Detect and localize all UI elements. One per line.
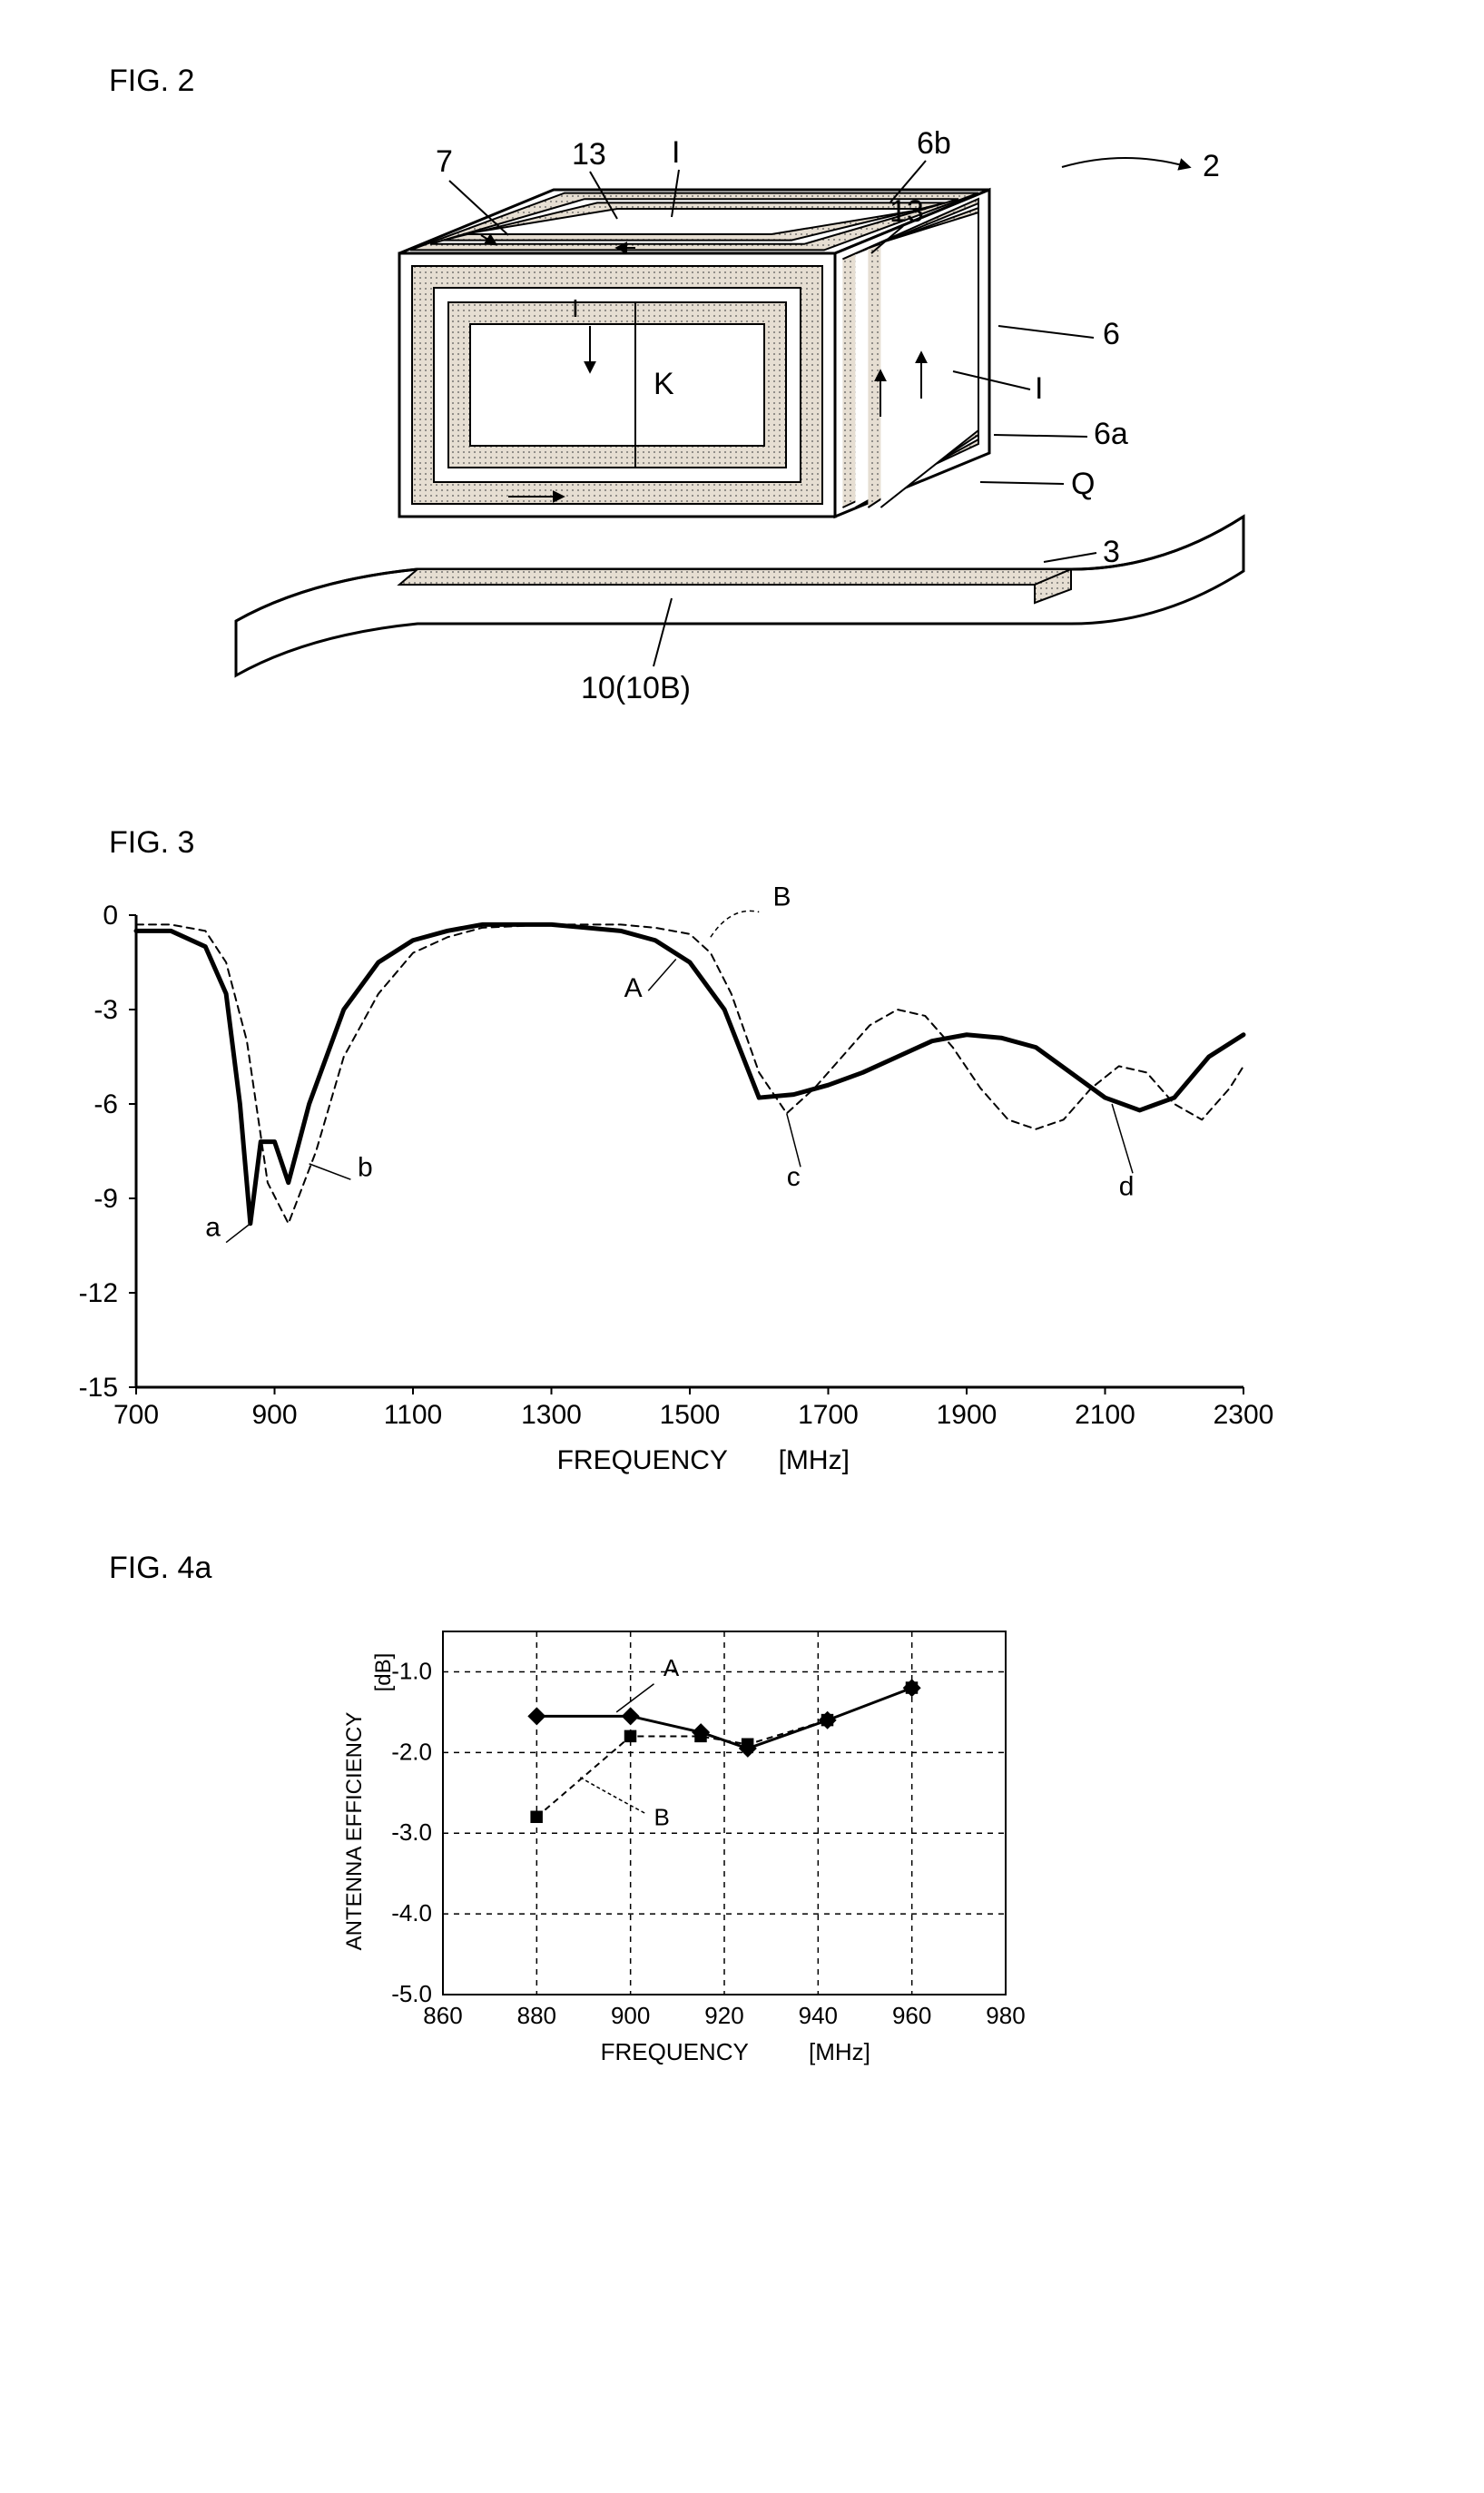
svg-text:6: 6 [1103, 317, 1120, 351]
svg-text:-4.0: -4.0 [391, 1899, 432, 1926]
svg-text:880: 880 [516, 2002, 555, 2029]
svg-text:1700: 1700 [798, 1400, 859, 1430]
svg-text:-3: -3 [93, 995, 118, 1025]
svg-text:FREQUENCY: FREQUENCY [557, 1445, 728, 1475]
figure-4a: FIG. 4a -1.0-2.0-3.0-4.0-5.0860880900920… [36, 1551, 1448, 2113]
svg-text:-12: -12 [79, 1278, 118, 1308]
svg-text:I: I [672, 135, 680, 170]
svg-text:d: d [1119, 1172, 1135, 1202]
svg-text:980: 980 [986, 2002, 1025, 2029]
svg-text:-9: -9 [93, 1184, 118, 1214]
svg-text:-2.0: -2.0 [391, 1738, 432, 1765]
svg-text:940: 940 [798, 2002, 837, 2029]
svg-text:1500: 1500 [660, 1400, 721, 1430]
svg-text:B: B [654, 1803, 669, 1830]
svg-text:I: I [572, 294, 579, 322]
fig4a-svg: -1.0-2.0-3.0-4.0-5.086088090092094096098… [334, 1604, 1151, 2113]
svg-text:13: 13 [889, 194, 924, 229]
svg-text:13: 13 [572, 137, 606, 172]
svg-text:1100: 1100 [384, 1400, 443, 1430]
fig3-svg: 0 -3 -6 -9 -12 -15700 900 1100 1300 1500 1700 1900 2… [36, 879, 1352, 1496]
svg-text:-1.0: -1.0 [391, 1657, 432, 1684]
svg-text:-15: -15 [79, 1373, 118, 1403]
svg-text:Q: Q [1071, 467, 1095, 501]
svg-text:3: 3 [1103, 535, 1120, 569]
svg-text:960: 960 [891, 2002, 930, 2029]
svg-text:6b: 6b [917, 126, 951, 161]
fig3-label: FIG. 3 [109, 825, 1448, 861]
svg-text:700: 700 [113, 1400, 159, 1430]
svg-text:b: b [358, 1153, 373, 1183]
svg-text:c: c [787, 1162, 801, 1192]
svg-text:-3.0: -3.0 [391, 1818, 432, 1846]
svg-text:a: a [205, 1213, 221, 1243]
svg-text:900: 900 [610, 2002, 649, 2029]
svg-text:[MHz]: [MHz] [779, 1445, 850, 1475]
svg-text:A: A [624, 973, 643, 1003]
svg-text:A: A [663, 1654, 679, 1681]
svg-text:K: K [654, 367, 674, 401]
svg-text:1900: 1900 [937, 1400, 998, 1430]
svg-text:900: 900 [251, 1400, 297, 1430]
fig2-label: FIG. 2 [109, 64, 1448, 99]
svg-text:6a: 6a [1094, 417, 1128, 451]
fig4a-label: FIG. 4a [109, 1551, 1448, 1586]
svg-text:FREQUENCY: FREQUENCY [600, 2038, 748, 2065]
svg-text:-6: -6 [93, 1089, 118, 1119]
svg-text:ANTENNA EFFICIENCY: ANTENNA EFFICIENCY [342, 1712, 367, 1951]
svg-text:I: I [1035, 371, 1043, 406]
svg-text:7: 7 [436, 144, 453, 179]
svg-text:2300: 2300 [1214, 1400, 1274, 1430]
figure-2: FIG. 2 7 13 I 6b 2 13 6 I 6a Q3 K I 10(10B) [36, 64, 1448, 771]
svg-text:B: B [773, 882, 791, 912]
figure-3: FIG. 3 0 -3 -6 -9 -12 -15700 900 1100 1300 1500 17… [36, 825, 1448, 1496]
svg-text:0: 0 [103, 901, 118, 931]
svg-text:[MHz]: [MHz] [809, 2038, 870, 2065]
svg-text:10(10B): 10(10B) [581, 671, 691, 705]
svg-text:920: 920 [704, 2002, 743, 2029]
svg-text:1300: 1300 [521, 1400, 582, 1430]
fig2-svg: 7 13 I 6b 2 13 6 I 6a Q3 K I 10(10B) [36, 117, 1398, 771]
svg-text:2100: 2100 [1075, 1400, 1135, 1430]
svg-text:860: 860 [423, 2002, 462, 2029]
svg-text:2: 2 [1203, 149, 1220, 183]
svg-text:[dB]: [dB] [371, 1653, 396, 1692]
